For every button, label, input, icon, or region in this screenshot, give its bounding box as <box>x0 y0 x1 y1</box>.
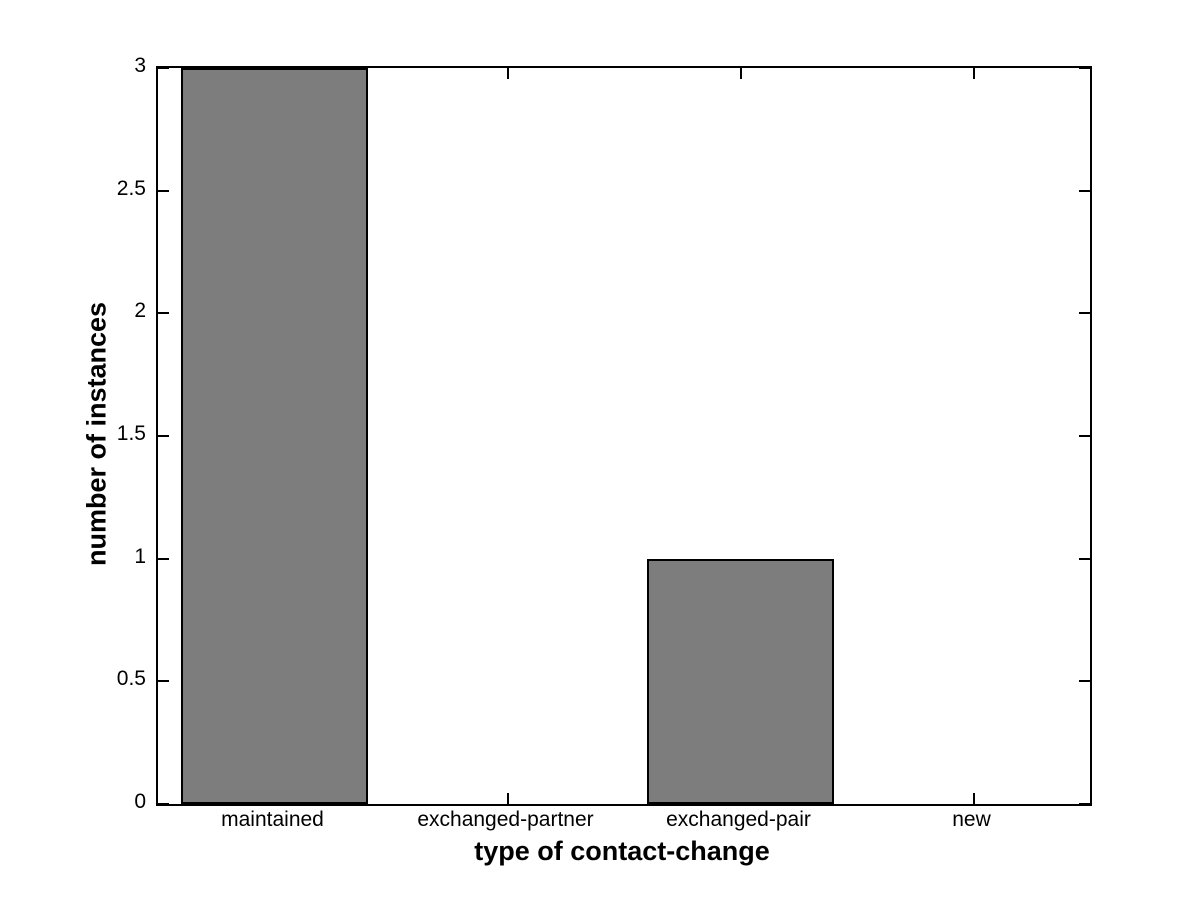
y-tick-right <box>1079 312 1090 315</box>
x-tick-top <box>739 68 742 79</box>
x-axis-label: type of contact-change <box>474 836 770 866</box>
y-tick-label: 0 <box>134 790 146 813</box>
y-tick-right <box>1079 67 1090 69</box>
y-tick-label: 2 <box>134 299 146 323</box>
x-tick-label: new <box>952 808 991 831</box>
y-tick-label: 3 <box>134 54 146 77</box>
x-tick-label: exchanged-pair <box>666 808 811 831</box>
y-tick-left <box>158 312 169 315</box>
plot-area <box>156 66 1092 806</box>
y-tick-right <box>1079 803 1090 805</box>
y-tick-left <box>158 67 169 69</box>
x-tick-bottom <box>972 793 975 804</box>
y-tick-label: 1.5 <box>116 422 146 445</box>
x-tick-bottom <box>506 793 509 804</box>
y-tick-left <box>158 803 169 805</box>
y-tick-left <box>158 435 169 437</box>
x-tick-label: exchanged-partner <box>417 808 594 831</box>
x-tick-top <box>972 68 975 79</box>
y-tick-left <box>158 557 169 560</box>
y-tick-left <box>158 189 169 192</box>
y-tick-left <box>158 680 169 683</box>
y-tick-label: 0.5 <box>116 667 146 691</box>
y-tick-label: 1 <box>134 544 146 568</box>
y-tick-label: 2.5 <box>116 176 146 200</box>
bar-maintained <box>181 68 368 804</box>
bar-exchanged-pair <box>647 558 834 804</box>
y-tick-right <box>1079 189 1090 192</box>
y-tick-right <box>1079 557 1090 560</box>
y-tick-right <box>1079 680 1090 683</box>
x-tick-top <box>506 68 509 79</box>
y-tick-right <box>1079 435 1090 437</box>
x-tick-label: maintained <box>221 808 324 831</box>
